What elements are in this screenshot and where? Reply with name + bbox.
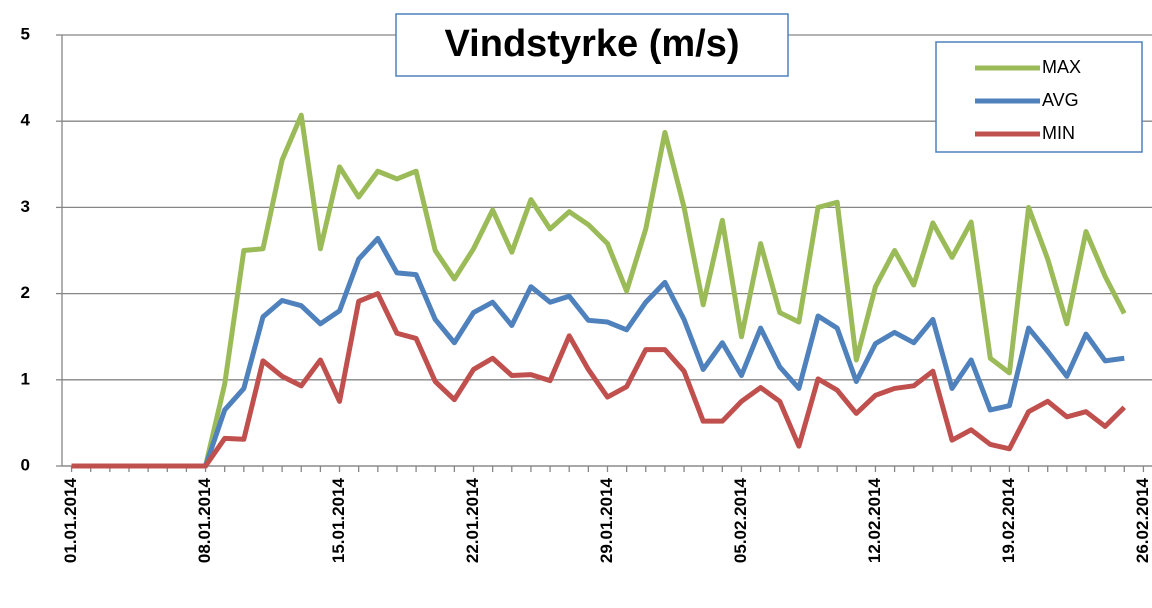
y-tick-label: 1 <box>21 369 30 388</box>
data-line <box>71 291 1127 469</box>
data-line <box>71 112 1127 469</box>
x-tick-label: 15.01.2014 <box>329 477 348 563</box>
y-tick-label: 0 <box>21 455 30 474</box>
y-tick-label: 3 <box>21 197 30 216</box>
x-tick-label: 12.02.2014 <box>865 477 884 563</box>
x-tick-label: 22.01.2014 <box>463 477 482 563</box>
x-tick-label: 08.01.2014 <box>195 477 214 563</box>
x-tick-label: 26.02.2014 <box>1133 477 1152 563</box>
x-tick-label: 01.01.2014 <box>61 477 80 563</box>
legend-label: MAX <box>1042 57 1081 77</box>
y-tick-label: 4 <box>21 111 31 130</box>
x-tick-label: 19.02.2014 <box>999 477 1018 563</box>
chart-title: Vindstyrke (m/s) <box>445 23 740 65</box>
x-tick-label: 05.02.2014 <box>731 477 750 563</box>
title-box <box>395 13 789 77</box>
data-line <box>71 235 1125 469</box>
legend-label: MIN <box>1042 123 1075 143</box>
y-tick-label: 2 <box>21 283 30 302</box>
legend-label: AVG <box>1042 90 1079 110</box>
x-tick-label: 29.01.2014 <box>597 477 616 563</box>
y-tick-label: 5 <box>21 24 30 43</box>
